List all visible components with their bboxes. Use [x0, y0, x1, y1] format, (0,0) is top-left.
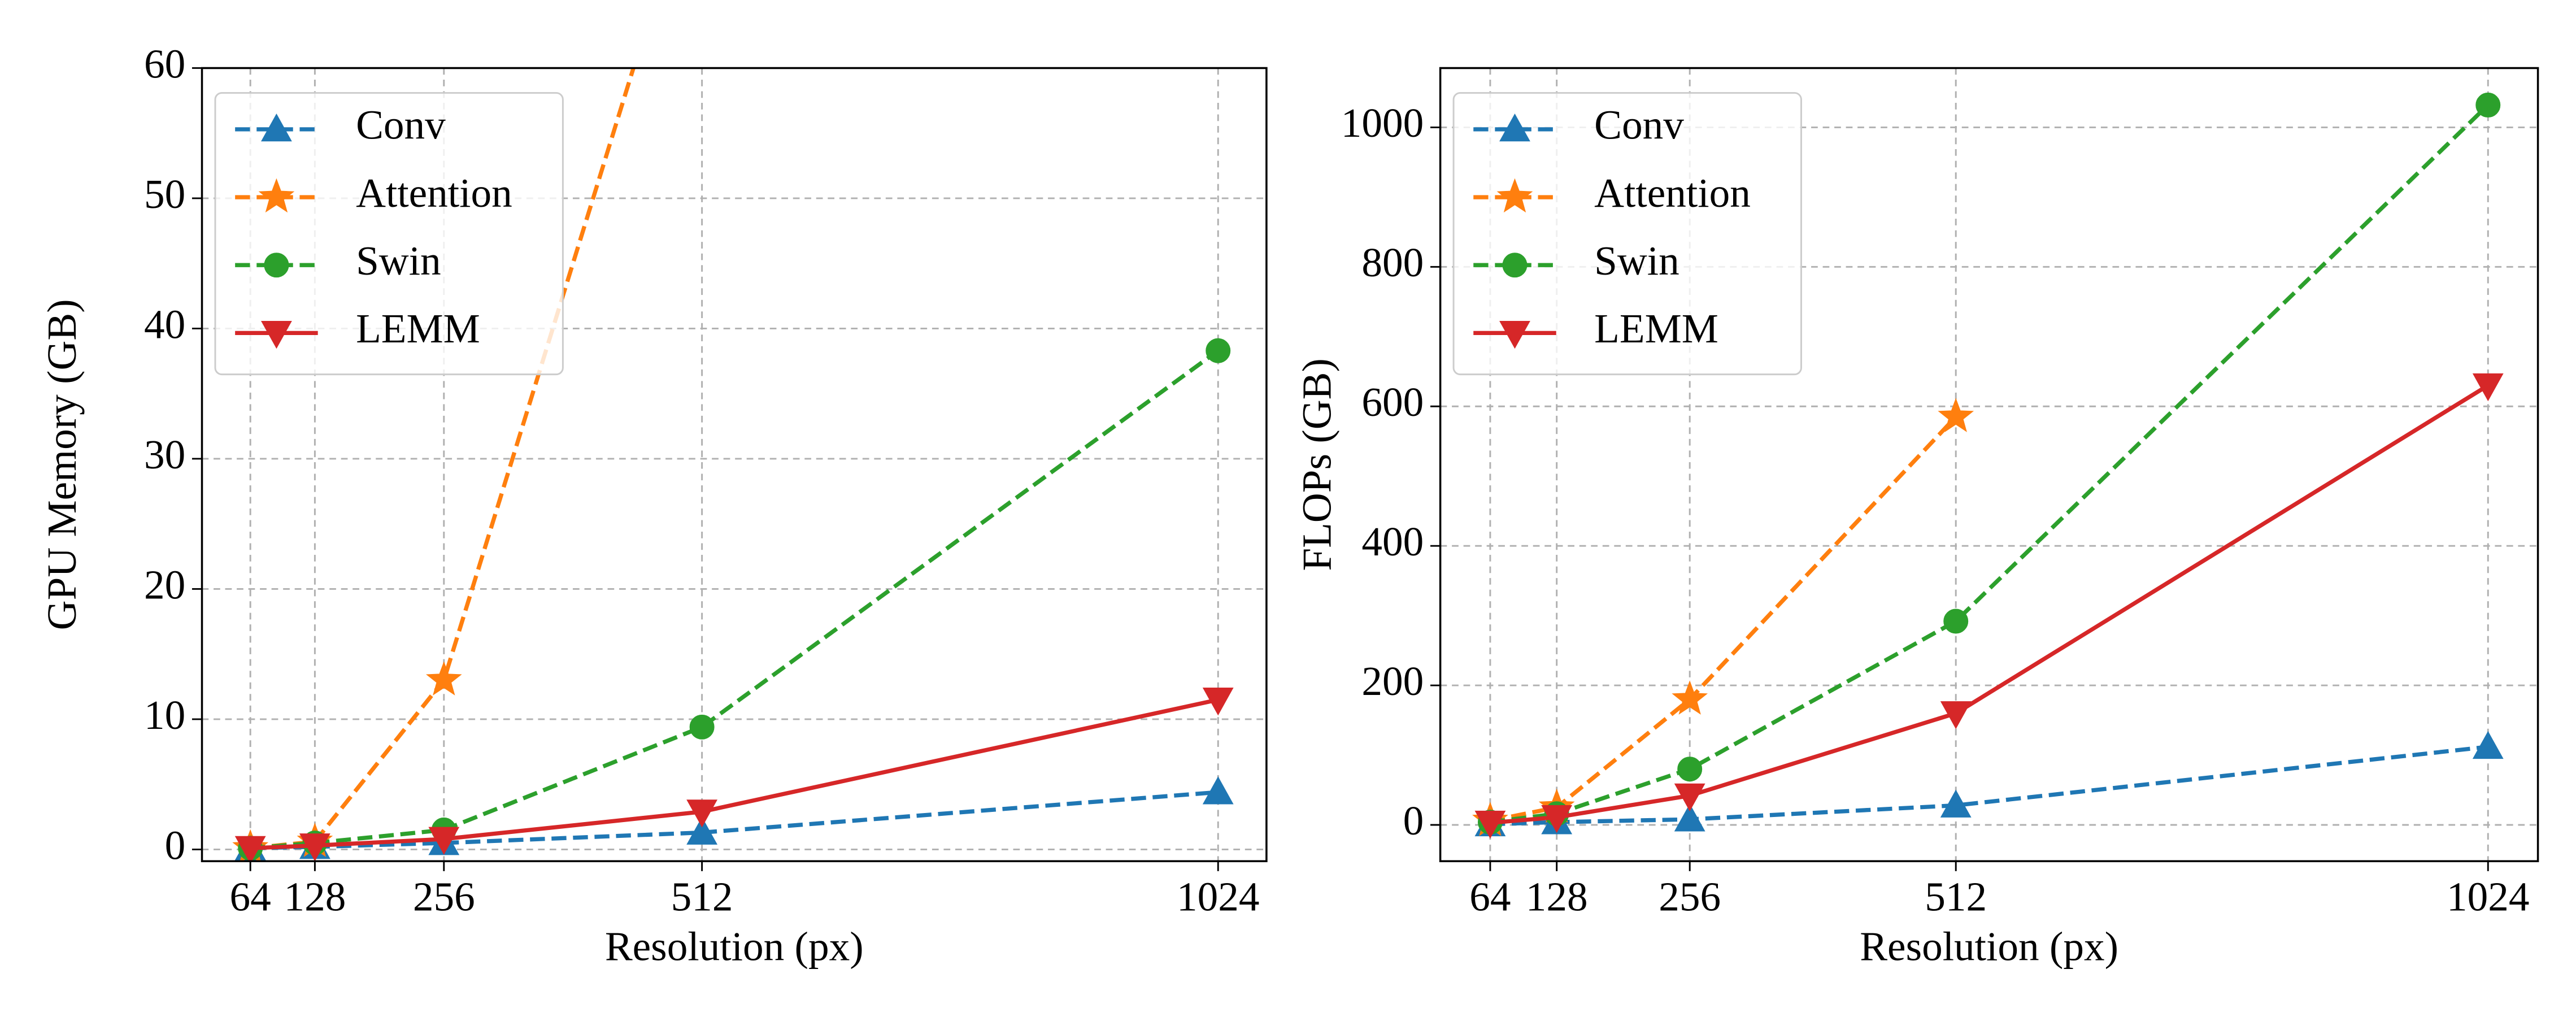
- legend-label: LEMM: [1594, 306, 1718, 351]
- data-point: [2475, 92, 2501, 118]
- x-axis-label: Resolution (px): [605, 923, 864, 969]
- legend-marker: [1499, 113, 1530, 142]
- legend-marker: [1502, 253, 1528, 278]
- plot-area: [232, 68, 1234, 862]
- x-tick-label: 128: [284, 873, 346, 919]
- legend-marker: [258, 178, 295, 213]
- y-tick-label: 800: [1361, 240, 1424, 285]
- data-point: [1677, 757, 1703, 782]
- data-point: [425, 661, 462, 696]
- series-line: [1490, 415, 1957, 823]
- data-point: [1202, 776, 1234, 805]
- series-line: [1490, 384, 2490, 825]
- data-point: [428, 827, 460, 855]
- x-tick-label: 1024: [2447, 873, 2530, 919]
- legend-marker: [264, 253, 289, 278]
- data-point: [1672, 680, 1708, 715]
- data-point: [2472, 373, 2504, 402]
- y-tick-label: 0: [165, 822, 186, 868]
- series-line: [250, 349, 1220, 850]
- x-tick-label: 128: [1526, 873, 1588, 919]
- y-tick-label: 1000: [1341, 100, 1424, 146]
- x-tick-label: 512: [671, 873, 733, 919]
- y-tick-label: 400: [1361, 519, 1424, 564]
- data-point: [1938, 398, 1974, 432]
- data-point: [1206, 338, 1231, 363]
- y-tick-label: 10: [144, 692, 185, 738]
- legend-box: [214, 92, 564, 376]
- data-point: [1943, 609, 1969, 634]
- x-tick-label: 256: [1659, 873, 1721, 919]
- data-point: [1202, 688, 1234, 716]
- x-tick-label: 256: [413, 873, 475, 919]
- x-tick-label: 512: [1925, 873, 1987, 919]
- legend-label: LEMM: [356, 306, 480, 351]
- y-tick-label: 60: [144, 41, 185, 86]
- series-line: [250, 697, 1219, 850]
- data-point: [689, 714, 715, 740]
- data-point: [1474, 810, 1506, 839]
- x-axis-label: Resolution (px): [1860, 923, 2118, 969]
- series-line: [250, 790, 1219, 850]
- y-tick-label: 50: [144, 171, 185, 217]
- data-point: [234, 836, 266, 862]
- data-point: [1674, 783, 1705, 812]
- data-point: [686, 799, 718, 828]
- y-tick-label: 200: [1361, 658, 1424, 704]
- legend-marker: [261, 320, 292, 349]
- axes-frame: [1439, 67, 2539, 862]
- legend-label: Attention: [356, 170, 512, 216]
- data-point: [299, 833, 330, 862]
- y-tick-label: 30: [144, 432, 185, 477]
- legend-marker: [1496, 178, 1533, 213]
- y-tick-label: 600: [1361, 379, 1424, 425]
- legend-label: Conv: [1594, 102, 1684, 148]
- x-tick-label: 1024: [1177, 873, 1260, 919]
- data-point: [1541, 805, 1573, 833]
- y-tick-label: 40: [144, 301, 185, 347]
- y-tick-label: 0: [1403, 798, 1424, 844]
- plot-area: [1472, 92, 2504, 839]
- legend-label: Swin: [356, 238, 441, 284]
- y-axis-label: GPU Memory (GB): [39, 299, 85, 630]
- y-tick-label: 20: [144, 562, 185, 607]
- legend-label: Swin: [1594, 238, 1679, 284]
- data-point: [1940, 701, 1972, 729]
- y-axis-label: FLOPs (GB): [1294, 358, 1339, 571]
- legend-label: Attention: [1594, 170, 1751, 216]
- data-point: [1674, 803, 1705, 832]
- legend-marker: [261, 113, 292, 142]
- data-point: [686, 816, 718, 845]
- x-tick-label: 64: [230, 873, 271, 919]
- legend-box: [1452, 92, 1802, 376]
- axes-frame: [201, 67, 1268, 862]
- x-tick-label: 64: [1469, 873, 1511, 919]
- data-point: [1940, 789, 1972, 818]
- data-point: [2472, 731, 2504, 759]
- legend-label: Conv: [356, 102, 446, 148]
- legend-marker: [1499, 320, 1530, 349]
